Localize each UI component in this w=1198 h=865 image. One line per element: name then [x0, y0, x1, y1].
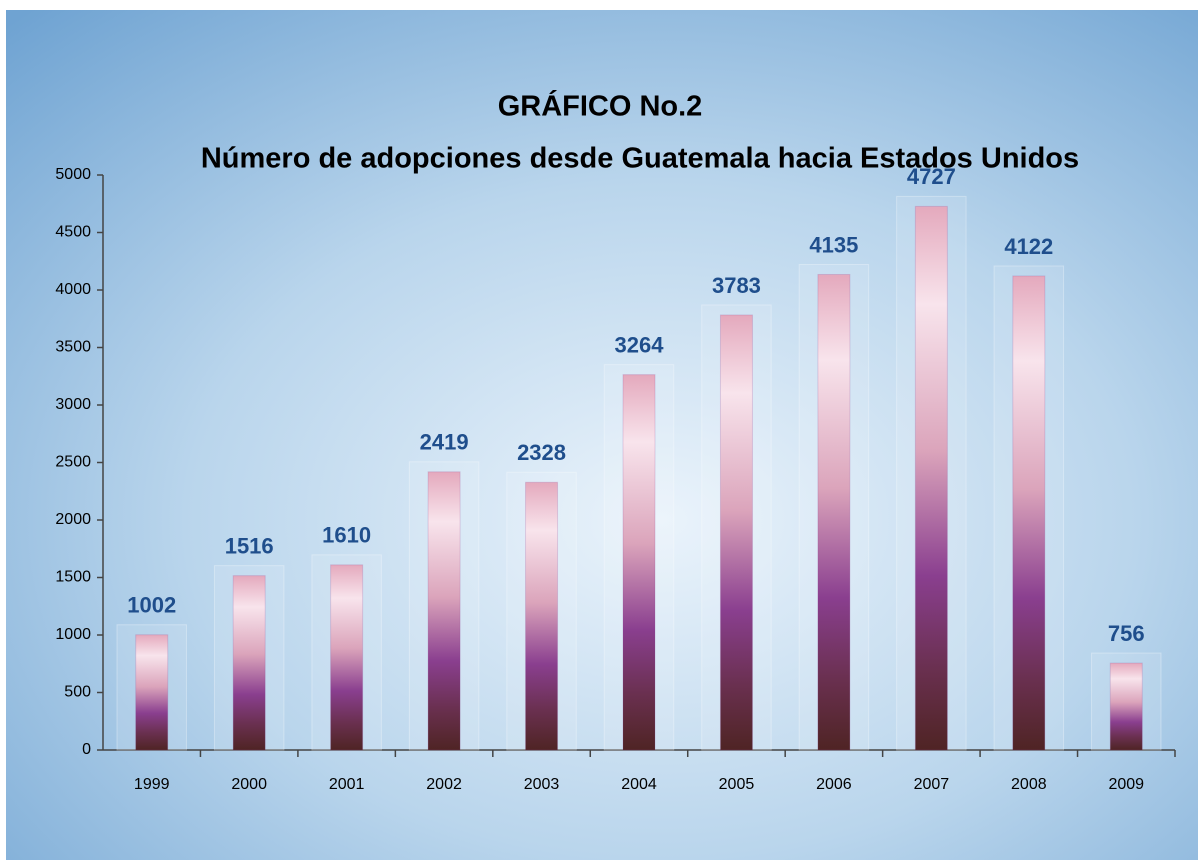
y-tick-label: 1500 — [55, 569, 91, 586]
bar — [1012, 275, 1046, 751]
x-tick-label: 2008 — [1011, 776, 1047, 793]
y-tick-label: 3500 — [55, 339, 91, 356]
value-label: 3264 — [615, 332, 665, 357]
value-label: 1516 — [225, 533, 274, 558]
y-tick-label: 500 — [64, 684, 91, 701]
value-label: 3783 — [712, 273, 761, 298]
bar — [1109, 662, 1143, 751]
bar — [330, 564, 364, 751]
y-tick-label: 4000 — [55, 281, 91, 298]
x-tick-label: 2005 — [719, 776, 755, 793]
x-tick-label: 1999 — [134, 776, 170, 793]
x-tick-label: 2009 — [1108, 776, 1144, 793]
chart-title: GRÁFICO No.2 — [498, 89, 703, 123]
bar — [135, 634, 169, 751]
value-label: 4135 — [809, 232, 858, 257]
bar — [232, 575, 266, 751]
value-label: 1002 — [127, 593, 176, 618]
x-tick-label: 2001 — [329, 776, 365, 793]
value-label: 756 — [1108, 621, 1145, 646]
x-tick-label: 2002 — [426, 776, 462, 793]
y-tick-label: 5000 — [55, 166, 91, 183]
bar — [427, 471, 461, 751]
bar — [817, 273, 851, 751]
value-label: 1610 — [322, 523, 371, 548]
value-label: 2419 — [420, 430, 469, 455]
x-tick-label: 2007 — [914, 776, 950, 793]
value-label: 4122 — [1004, 234, 1053, 259]
y-tick-label: 3000 — [55, 396, 91, 413]
x-tick-label: 2003 — [524, 776, 560, 793]
value-label: 4727 — [907, 164, 956, 189]
background — [6, 10, 1198, 860]
x-tick-label: 2006 — [816, 776, 852, 793]
y-tick-label: 2500 — [55, 454, 91, 471]
x-tick-label: 2000 — [231, 776, 267, 793]
bar — [719, 314, 753, 751]
y-tick-label: 4500 — [55, 224, 91, 241]
y-tick-label: 2000 — [55, 511, 91, 528]
bar — [525, 481, 559, 751]
bar — [622, 374, 656, 751]
chart-subtitle: Número de adopciones desde Guatemala hac… — [201, 143, 1079, 175]
bar — [914, 205, 948, 751]
x-tick-label: 2004 — [621, 776, 657, 793]
y-tick-label: 0 — [82, 741, 91, 758]
y-tick-label: 1000 — [55, 626, 91, 643]
value-label: 2328 — [517, 440, 566, 465]
